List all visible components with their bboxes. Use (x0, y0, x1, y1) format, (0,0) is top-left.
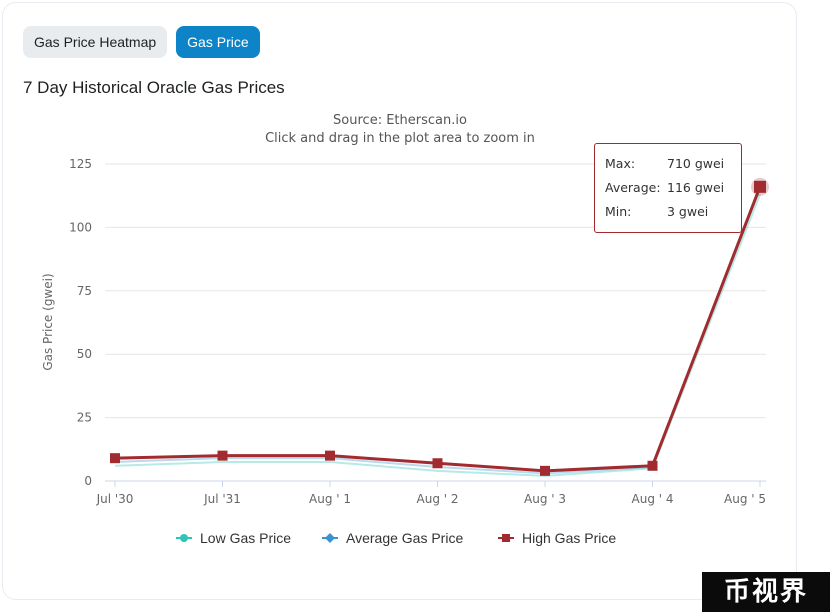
data-point[interactable] (110, 453, 120, 464)
data-point[interactable] (647, 460, 658, 471)
x-tick-label: Aug ' 3 (524, 492, 566, 506)
tab-gas-price-heatmap[interactable]: Gas Price Heatmap (23, 26, 168, 58)
y-tick-label: 125 (69, 157, 92, 171)
y-tick-label: 0 (84, 474, 92, 488)
legend-item-high-gas-price[interactable]: High Gas Price (498, 530, 616, 546)
tooltip-min-label: Min: (605, 204, 632, 219)
y-axis-label: Gas Price (gwei) (41, 273, 55, 370)
chart-subtitle: Click and drag in the plot area to zoom … (265, 131, 535, 146)
legend-item-low-gas-price[interactable]: Low Gas Price (176, 530, 291, 546)
legend-label: Low Gas Price (200, 530, 291, 546)
tooltip-average-value: 116 gwei (667, 180, 725, 195)
legend: Low Gas Price Average Gas Price High Gas P… (176, 530, 616, 546)
y-tick-label: 100 (69, 220, 92, 234)
data-point[interactable] (432, 458, 443, 469)
legend-label: Average Gas Price (346, 530, 463, 546)
y-tick-labels: 0 25 50 75 100 125 (69, 157, 92, 488)
data-tooltip: Max: 710 gwei Average: 116 gwei Min: 3 g… (594, 143, 742, 233)
data-point[interactable] (217, 450, 228, 461)
tooltip-average-label: Average: (605, 180, 661, 195)
tooltip-max-value: 710 gwei (667, 156, 725, 171)
y-tick-label: 50 (77, 347, 92, 361)
data-point[interactable] (325, 450, 335, 461)
x-tick-label: Aug ' 5 (724, 492, 766, 506)
x-tick-label: Aug ' 2 (417, 492, 459, 506)
tooltip-max-label: Max: (605, 156, 636, 171)
tab-gas-price[interactable]: Gas Price (176, 26, 260, 58)
legend-marker (180, 534, 188, 542)
tooltip-min-value: 3 gwei (667, 204, 709, 219)
x-tick-label: Aug ' 4 (632, 492, 674, 506)
page-title: 7 Day Historical Oracle Gas Prices (23, 78, 285, 97)
legend-marker (502, 534, 510, 542)
series-line-low-gas-price (114, 194, 761, 477)
data-point[interactable] (754, 180, 766, 193)
y-tick-label: 25 (77, 411, 92, 425)
y-tick-label: 75 (77, 284, 92, 298)
legend-item-average-gas-price[interactable]: Average Gas Price (322, 530, 463, 546)
legend-marker (325, 533, 335, 543)
data-point[interactable] (540, 465, 550, 476)
chart-title: Source: Etherscan.io (333, 113, 467, 128)
series-layer (110, 177, 769, 477)
x-tick-label: Jul '30 (96, 492, 134, 506)
legend-label: High Gas Price (522, 530, 616, 546)
x-tick-label: Jul '31 (203, 492, 241, 506)
x-tick-labels: Jul '30 Jul '31 Aug ' 1 Aug ' 2 Aug ' 3 Aug '… (96, 481, 766, 506)
chart-card: Gas Price Heatmap Gas Price 7 Day Histor… (2, 2, 797, 600)
watermark-logo: 币视界 (702, 572, 830, 612)
tab-bar: Gas Price Heatmap Gas Price (23, 26, 260, 58)
x-tick-label: Aug ' 1 (309, 492, 351, 506)
